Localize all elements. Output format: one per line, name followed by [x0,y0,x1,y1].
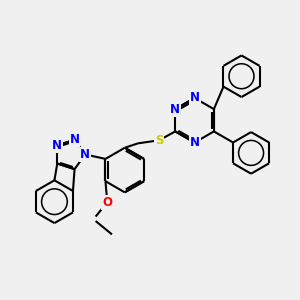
Text: N: N [190,92,200,104]
Text: N: N [52,139,62,152]
Text: N: N [70,133,80,146]
Text: N: N [170,103,180,116]
Text: N: N [80,148,90,161]
Text: O: O [102,196,112,209]
Text: N: N [190,136,200,149]
Text: S: S [155,134,163,147]
